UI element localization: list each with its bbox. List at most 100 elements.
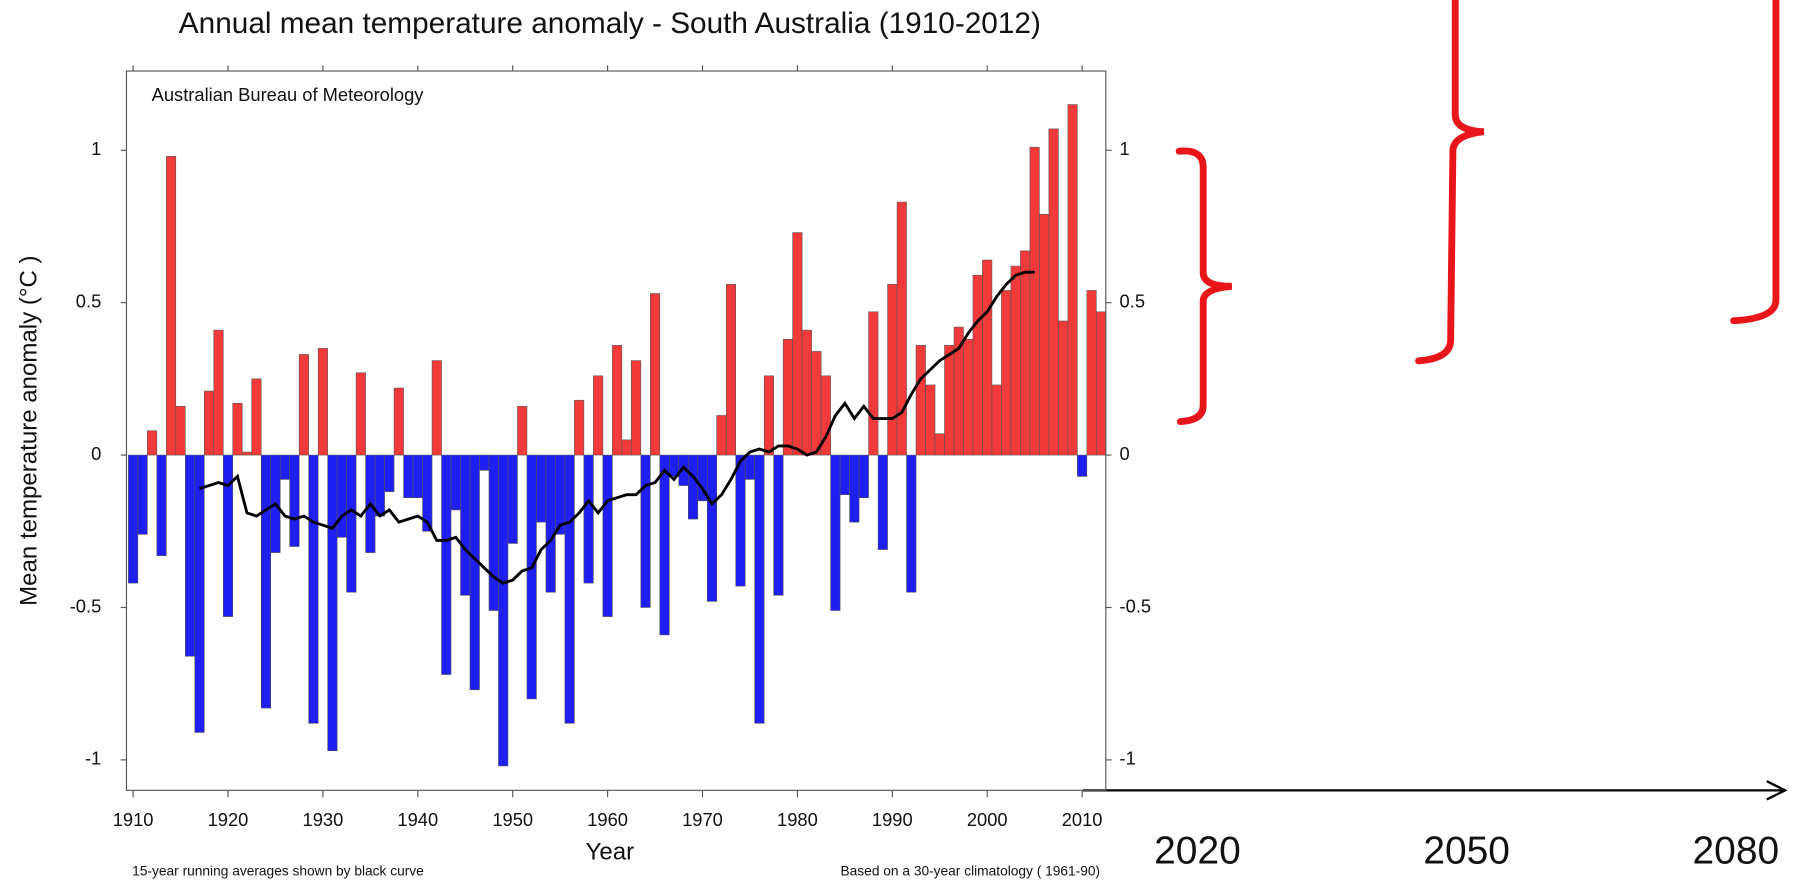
bar [849,454,860,523]
bar [792,232,803,456]
y-tick-label: -1 [1120,748,1136,769]
bar [241,451,253,456]
bar [393,387,404,456]
x-axis-label: Year [586,839,635,866]
bar [754,454,765,724]
bar [602,454,613,617]
chart-title: Annual mean temperature anomaly - South … [179,7,1041,40]
bar [830,454,841,611]
bar [782,338,793,456]
bar [915,345,926,456]
bar [279,454,290,480]
bar [640,454,651,608]
source-label: Australian Bureau of Meteorology [152,84,425,105]
y-tick-label: 0.5 [76,291,101,312]
bar [1010,265,1021,456]
bar [868,311,879,456]
bar [441,454,452,675]
x-tick-label: 1950 [492,809,533,830]
bar [773,454,784,596]
y-tick-label: -1 [85,748,101,769]
bar [431,360,442,456]
bar [1096,311,1107,456]
y-tick-label: 1 [1120,138,1130,159]
bar [147,430,158,456]
bar [156,454,167,556]
bar [545,454,556,593]
bar [934,433,945,456]
bar [991,384,1002,456]
bar [763,375,774,456]
bar [1001,290,1012,456]
bar [317,348,328,456]
bar [422,454,433,532]
bar [213,329,224,456]
bar [1058,320,1069,456]
bar [877,454,888,550]
bar [222,454,234,617]
bar [858,454,869,499]
y-tick-label: -0.5 [70,595,102,616]
arrow-head [1766,780,1788,801]
bar [137,454,148,535]
bar [659,454,670,636]
bar [517,406,528,456]
y-tick-label: 0 [1120,443,1130,464]
bar [1029,146,1040,456]
x-tick-label: 1920 [208,809,249,830]
bar [963,338,974,456]
bar [355,372,366,456]
projection-label: 2050 [1423,830,1510,873]
bar [593,375,604,456]
bar [298,354,309,456]
bar [896,201,907,456]
bar [412,454,423,499]
bracket [1730,0,1780,325]
bar [650,293,661,456]
bar [450,454,461,511]
x-tick-label: 2010 [1062,809,1103,830]
bar [687,454,699,520]
bar [479,454,490,471]
footnote: 15-year running averages shown by black … [132,863,424,878]
bar [336,454,347,538]
bar [716,415,727,456]
footnote: Based on a 30-year climatology ( 1961-90… [841,863,1101,878]
bar [725,284,737,456]
bar [469,454,480,691]
bar [128,454,139,584]
x-tick-label: 2000 [967,809,1008,830]
bar [1039,213,1050,456]
bar [346,454,357,593]
y-tick-label: 0.5 [1120,291,1145,312]
bracket [1415,0,1485,365]
bar [498,454,509,767]
x-tick-label: 1960 [587,809,628,830]
bar [203,390,215,456]
projection-label: 2020 [1154,830,1241,873]
bar [612,345,623,456]
running-average-line [199,270,1035,585]
bar [460,454,471,596]
bar [289,454,300,547]
bar [944,345,955,456]
bar [526,454,537,700]
bar [820,375,831,456]
bar [194,454,205,733]
bar [621,439,632,456]
y-tick-label: 0 [91,443,101,464]
bar [260,454,271,709]
bar [403,454,414,499]
bar [308,454,319,724]
bar [574,399,585,456]
bar [839,454,850,495]
bar [488,454,499,611]
bar [583,454,594,584]
bar [555,454,566,535]
x-tick-label: 1910 [113,809,154,830]
bar [536,454,547,523]
bar [1020,250,1031,456]
y-tick-label: -0.5 [1120,595,1152,616]
plot-frame [125,70,1107,791]
